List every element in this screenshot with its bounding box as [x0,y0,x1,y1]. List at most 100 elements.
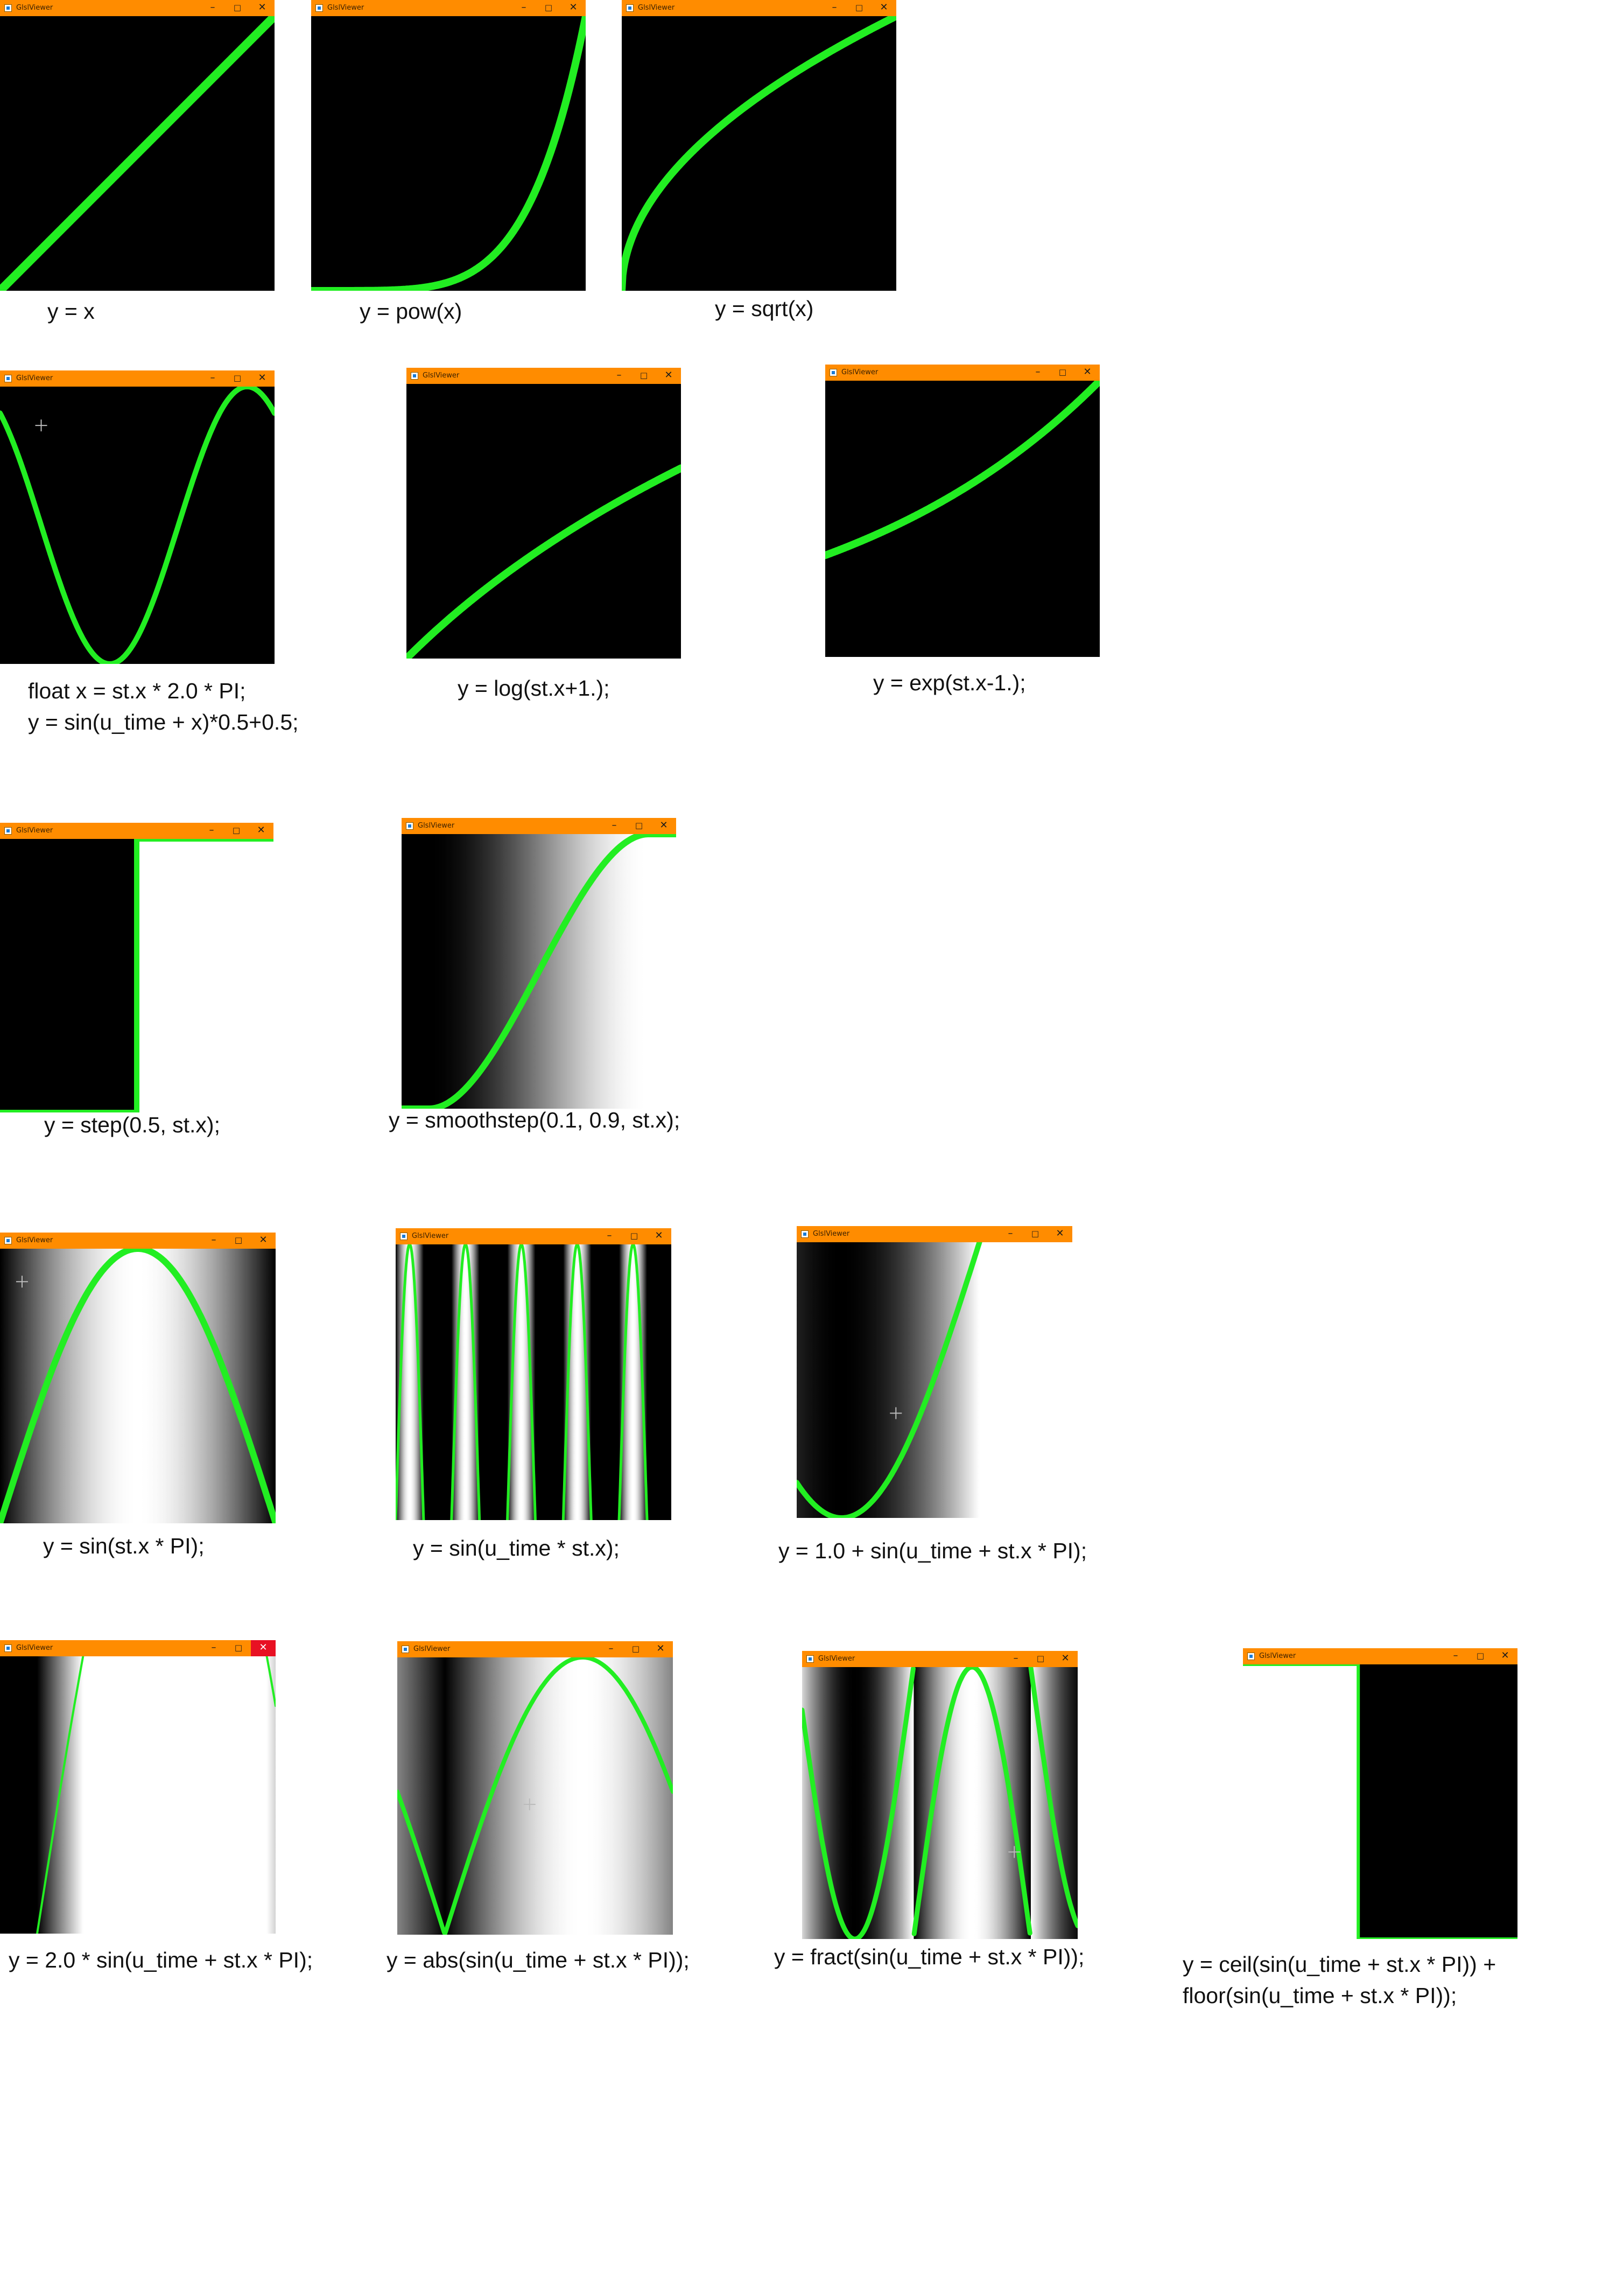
close-button[interactable]: ✕ [258,372,266,383]
plot-canvas [622,16,896,291]
window-titlebar[interactable]: GlslViewer – □ ✕ [797,1226,1072,1242]
render-view [311,16,586,291]
window-titlebar[interactable]: GlslViewer – □ ✕ [802,1651,1078,1667]
window-titlebar[interactable]: GlslViewer – □ ✕ [0,1640,276,1656]
minimize-button[interactable]: – [832,2,837,13]
minimize-button[interactable]: – [1013,1653,1018,1664]
minimize-button[interactable]: – [1453,1650,1458,1661]
close-button[interactable]: ✕ [251,1640,276,1656]
window-titlebar[interactable]: GlslViewer – □ ✕ [1243,1648,1517,1664]
maximize-button[interactable]: □ [1058,367,1067,377]
minimize-button[interactable]: – [209,824,214,836]
close-button[interactable]: ✕ [1501,1650,1509,1661]
close-button[interactable]: ✕ [655,1230,663,1241]
formula-caption-line: y = 2.0 * sin(u_time + st.x * PI); [9,1948,313,1972]
maximize-button[interactable]: □ [1476,1651,1485,1661]
render-view [0,1656,276,1934]
window-titlebar[interactable]: GlslViewer – □ ✕ [406,368,681,384]
glslviewer-window-fract_sin: GlslViewer – □ ✕ [802,1651,1078,1939]
minimize-button[interactable]: – [521,2,526,13]
window-title: GlslViewer [413,1645,451,1653]
window-title: GlslViewer [818,1655,855,1663]
plot-canvas [802,1667,1078,1939]
formula-caption: y = log(st.x+1.); [458,673,610,704]
formula-caption-line: float x = st.x * 2.0 * PI; [28,678,246,703]
close-button[interactable]: ✕ [659,820,668,831]
app-icon [626,4,634,12]
minimize-button[interactable]: – [612,820,617,831]
maximize-button[interactable]: □ [1036,1654,1045,1663]
minimize-button[interactable]: – [616,369,622,381]
window-titlebar[interactable]: GlslViewer – □ ✕ [0,0,275,16]
maximize-button[interactable]: □ [640,370,648,380]
minimize-button[interactable]: – [1008,1228,1013,1239]
plot-canvas [0,1249,276,1523]
app-icon [402,1646,409,1653]
formula-caption-line: y = x [47,299,95,324]
minimize-button[interactable]: – [607,1230,612,1241]
minimize-button[interactable]: – [608,1643,614,1654]
plot-canvas [396,1244,671,1520]
maximize-button[interactable]: □ [855,3,863,12]
formula-caption-line: y = sin(u_time * st.x); [413,1536,620,1560]
maximize-button[interactable]: □ [1031,1229,1039,1238]
maximize-button[interactable]: □ [233,373,242,383]
window-titlebar[interactable]: GlslViewer – □ ✕ [0,823,273,839]
close-button[interactable]: ✕ [569,2,578,13]
maximize-button[interactable]: □ [234,1643,243,1653]
close-button[interactable]: ✕ [259,1234,268,1245]
close-button[interactable]: ✕ [1061,1653,1070,1664]
window-titlebar[interactable]: GlslViewer – □ ✕ [825,365,1100,381]
close-button[interactable]: ✕ [880,2,888,13]
maximize-button[interactable]: □ [631,1644,640,1654]
app-icon [4,375,12,382]
minimize-button[interactable]: – [211,1642,216,1653]
maximize-button[interactable]: □ [635,821,643,830]
maximize-button[interactable]: □ [234,1235,243,1245]
glslviewer-window-sin_time: GlslViewer – □ ✕ [0,370,275,664]
window-titlebar[interactable]: GlslViewer – □ ✕ [622,0,896,16]
close-button[interactable]: ✕ [1056,1228,1064,1239]
window-titlebar[interactable]: GlslViewer – □ ✕ [397,1641,673,1657]
render-view [0,839,273,1112]
minimize-button[interactable]: – [211,1234,216,1245]
window-title: GlslViewer [841,368,879,376]
function-curve [797,1242,982,1518]
formula-caption: y = x [47,296,95,327]
window-titlebar[interactable]: GlslViewer – □ ✕ [402,818,676,834]
render-view [825,381,1100,657]
close-button[interactable]: ✕ [664,369,673,381]
maximize-button[interactable]: □ [630,1231,638,1241]
plot-canvas [397,1657,673,1935]
formula-caption-line: y = sqrt(x) [715,296,814,321]
formula-caption: y = abs(sin(u_time + st.x * PI)); [387,1944,690,1976]
function-curve [802,1667,1078,1939]
crosshair-cursor-icon [16,1276,28,1288]
glslviewer-window-step: GlslViewer – □ ✕ [0,823,273,1112]
minimize-button[interactable]: – [210,2,215,13]
window-titlebar[interactable]: GlslViewer – □ ✕ [0,370,275,387]
formula-caption-line: y = pow(x) [360,299,462,324]
plot-canvas [825,381,1100,657]
formula-caption-line: y = log(st.x+1.); [458,676,610,701]
window-titlebar[interactable]: GlslViewer – □ ✕ [0,1233,276,1249]
minimize-button[interactable]: – [1035,366,1041,377]
maximize-button[interactable]: □ [233,3,242,12]
formula-caption-line: y = smoothstep(0.1, 0.9, st.x); [389,1108,680,1132]
formula-caption-line: y = exp(st.x-1.); [873,670,1026,695]
formula-caption: y = ceil(sin(u_time + st.x * PI)) + floor… [1183,1949,1496,2011]
window-titlebar[interactable]: GlslViewer – □ ✕ [396,1228,671,1244]
close-button[interactable]: ✕ [1083,366,1092,377]
maximize-button[interactable]: □ [544,3,553,12]
function-curve [0,1249,276,1523]
glslviewer-window-smoothstep: GlslViewer – □ ✕ [402,818,676,1109]
window-titlebar[interactable]: GlslViewer – □ ✕ [311,0,586,16]
app-icon [806,1655,814,1663]
close-button[interactable]: ✕ [258,2,266,13]
maximize-button[interactable]: □ [232,825,241,835]
minimize-button[interactable]: – [210,372,215,383]
plot-canvas [402,834,676,1109]
close-button[interactable]: ✕ [257,824,265,836]
close-button[interactable]: ✕ [656,1643,665,1654]
window-title: GlslViewer [638,4,675,12]
